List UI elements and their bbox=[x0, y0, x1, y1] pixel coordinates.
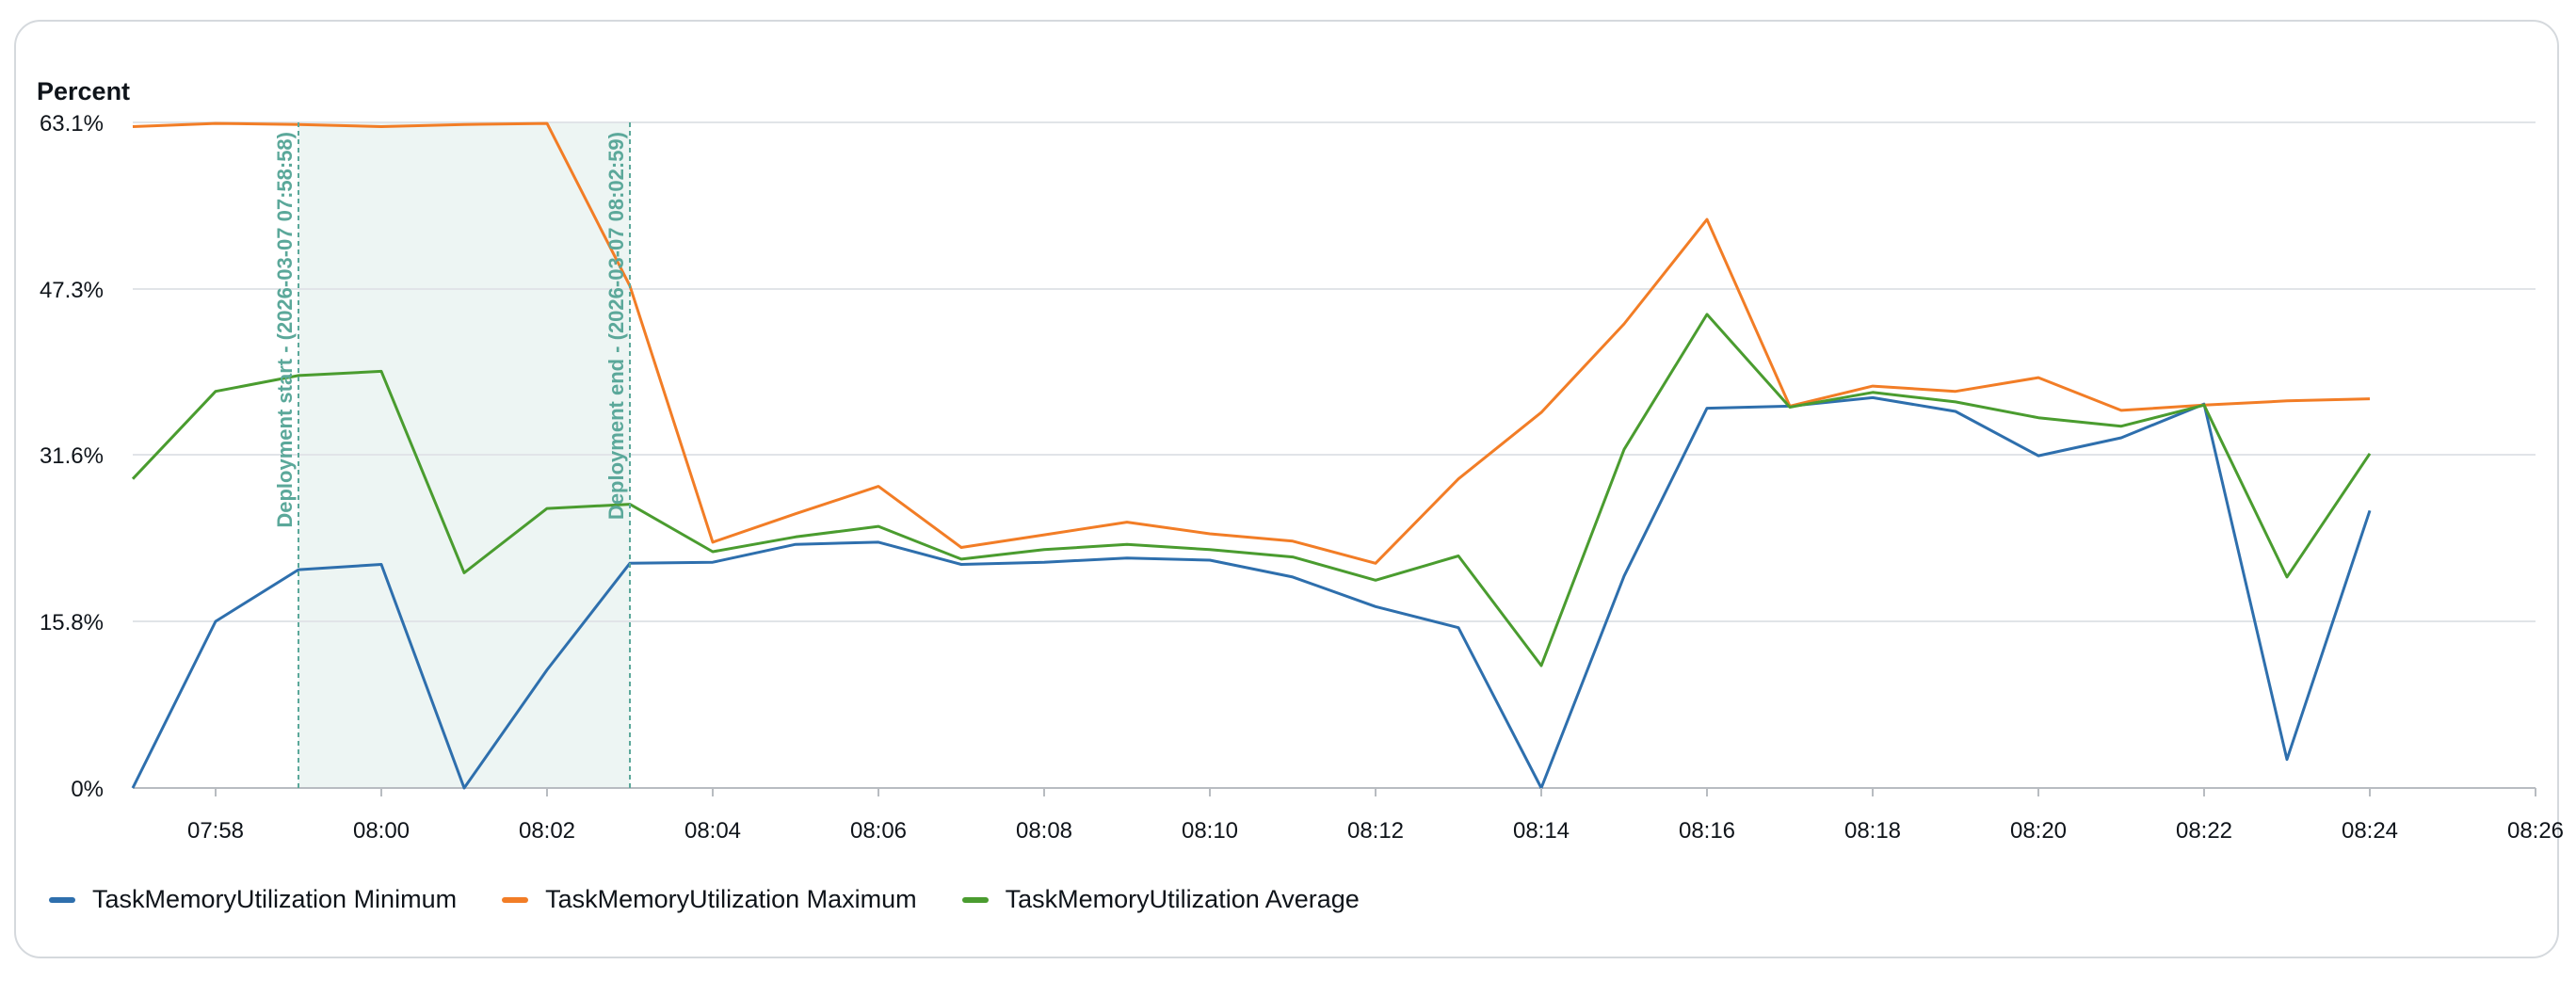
series-line-1 bbox=[131, 395, 2372, 790]
legend-swatch bbox=[502, 896, 529, 903]
x-tick-label: 08:12 bbox=[1347, 818, 1404, 844]
x-tick-label: 08:08 bbox=[1016, 818, 1072, 844]
x-tick-label: 08:20 bbox=[2010, 818, 2067, 844]
x-tick-label: 08:10 bbox=[1182, 818, 1238, 844]
legend-item[interactable]: TaskMemoryUtilization Maximum bbox=[502, 885, 917, 914]
deployment-end-label: Deployment end - (2026-03-07 08:02:59) bbox=[604, 132, 628, 520]
legend-label: TaskMemoryUtilization Minimum bbox=[92, 885, 458, 913]
x-tick-label: 07:58 bbox=[187, 818, 244, 844]
legend-item[interactable]: TaskMemoryUtilization Minimum bbox=[49, 885, 457, 914]
x-tick-label: 08:18 bbox=[1844, 818, 1901, 844]
x-tick-label: 08:24 bbox=[2342, 818, 2398, 844]
x-tick-label: 08:14 bbox=[1513, 818, 1570, 844]
legend-item[interactable]: TaskMemoryUtilization Average bbox=[961, 885, 1360, 914]
y-tick-label: 15.8% bbox=[40, 610, 104, 635]
chart-legend: TaskMemoryUtilization Minimum TaskMemoryU… bbox=[49, 885, 1360, 914]
x-tick-label: 08:02 bbox=[519, 818, 575, 844]
series-line-3 bbox=[131, 313, 2372, 667]
x-tick-label: 08:06 bbox=[850, 818, 907, 844]
legend-swatch bbox=[49, 896, 75, 903]
y-tick-label: 63.1% bbox=[40, 111, 104, 137]
legend-label: TaskMemoryUtilization Average bbox=[1005, 885, 1360, 913]
legend-swatch bbox=[961, 896, 989, 903]
y-tick-label: 0% bbox=[71, 777, 104, 802]
x-tick-label: 08:00 bbox=[353, 818, 410, 844]
y-tick-label: 47.3% bbox=[40, 278, 104, 303]
y-axis-label: Percent bbox=[37, 77, 131, 105]
x-tick-label: 08:04 bbox=[684, 818, 741, 844]
deployment-start-label: Deployment start - (2026-03-07 07:58:58) bbox=[273, 132, 297, 528]
legend-label: TaskMemoryUtilization Maximum bbox=[545, 885, 917, 913]
x-tick-label: 08:16 bbox=[1679, 818, 1735, 844]
y-tick-label: 31.6% bbox=[40, 443, 104, 469]
x-tick-label: 08:22 bbox=[2176, 818, 2232, 844]
series-line-2 bbox=[132, 121, 2371, 565]
x-tick-label: 08:26 bbox=[2507, 818, 2564, 844]
